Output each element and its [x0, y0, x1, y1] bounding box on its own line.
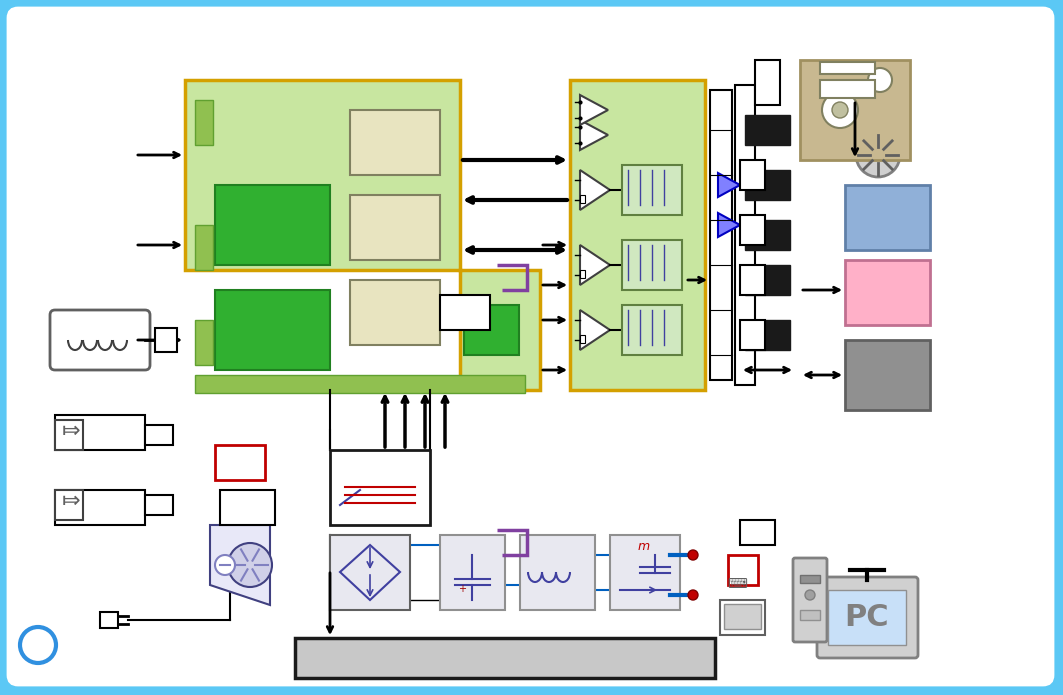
Polygon shape: [580, 310, 610, 350]
Bar: [215, 290, 330, 370]
Bar: [800, 610, 820, 620]
Polygon shape: [210, 525, 270, 605]
Bar: [145, 425, 173, 445]
Polygon shape: [718, 173, 740, 197]
Polygon shape: [580, 95, 608, 125]
Bar: [845, 185, 930, 250]
Bar: [215, 445, 265, 480]
Bar: [330, 450, 431, 525]
Polygon shape: [718, 213, 740, 237]
Bar: [296, 638, 715, 678]
Circle shape: [215, 555, 235, 575]
Circle shape: [227, 543, 272, 587]
Polygon shape: [570, 80, 705, 390]
Circle shape: [868, 68, 892, 92]
Bar: [350, 195, 440, 260]
Circle shape: [688, 550, 698, 560]
Bar: [740, 520, 775, 545]
Bar: [745, 320, 790, 350]
FancyBboxPatch shape: [9, 8, 1053, 685]
Bar: [220, 490, 275, 525]
Circle shape: [832, 102, 848, 118]
Bar: [622, 240, 682, 290]
Bar: [195, 320, 213, 365]
Bar: [745, 170, 790, 200]
Bar: [100, 612, 118, 628]
Text: PC: PC: [845, 603, 890, 632]
Bar: [820, 80, 875, 98]
Bar: [728, 555, 758, 585]
Bar: [195, 225, 213, 270]
Bar: [520, 535, 595, 610]
Bar: [580, 335, 585, 343]
Bar: [735, 85, 755, 385]
Bar: [465, 305, 519, 355]
Bar: [720, 600, 765, 635]
Bar: [710, 90, 732, 380]
Text: +: +: [458, 584, 466, 594]
Bar: [55, 415, 145, 450]
Bar: [580, 270, 585, 278]
FancyBboxPatch shape: [793, 558, 827, 642]
Bar: [800, 575, 820, 583]
FancyBboxPatch shape: [50, 310, 150, 370]
Bar: [845, 340, 930, 410]
Polygon shape: [185, 80, 540, 390]
Bar: [145, 495, 173, 515]
Bar: [724, 604, 761, 629]
FancyBboxPatch shape: [817, 577, 918, 658]
Text: ⤇: ⤇: [62, 491, 81, 511]
Bar: [195, 375, 525, 393]
Polygon shape: [580, 245, 610, 285]
Bar: [55, 420, 83, 450]
Circle shape: [805, 590, 815, 600]
Text: ⌨: ⌨: [727, 577, 747, 591]
Text: ⤇: ⤇: [62, 421, 81, 441]
Bar: [740, 160, 765, 190]
Bar: [330, 535, 410, 610]
Bar: [745, 115, 790, 145]
Bar: [440, 295, 490, 330]
Bar: [740, 265, 765, 295]
Bar: [440, 535, 505, 610]
Bar: [800, 60, 910, 160]
Circle shape: [856, 133, 900, 177]
Bar: [215, 185, 330, 265]
Bar: [55, 490, 83, 520]
Bar: [755, 60, 780, 105]
Bar: [155, 328, 178, 352]
Bar: [740, 320, 765, 350]
Bar: [820, 62, 875, 74]
Bar: [195, 100, 213, 145]
Bar: [350, 280, 440, 345]
Bar: [828, 590, 906, 645]
Polygon shape: [580, 170, 610, 210]
Polygon shape: [580, 120, 608, 150]
Text: m: m: [638, 540, 651, 553]
Bar: [622, 165, 682, 215]
Bar: [740, 215, 765, 245]
Bar: [622, 305, 682, 355]
Bar: [745, 220, 790, 250]
Circle shape: [822, 92, 858, 128]
Bar: [610, 535, 680, 610]
Bar: [745, 265, 790, 295]
Bar: [580, 195, 585, 203]
Bar: [350, 110, 440, 175]
Bar: [55, 490, 145, 525]
Bar: [845, 260, 930, 325]
Circle shape: [688, 590, 698, 600]
